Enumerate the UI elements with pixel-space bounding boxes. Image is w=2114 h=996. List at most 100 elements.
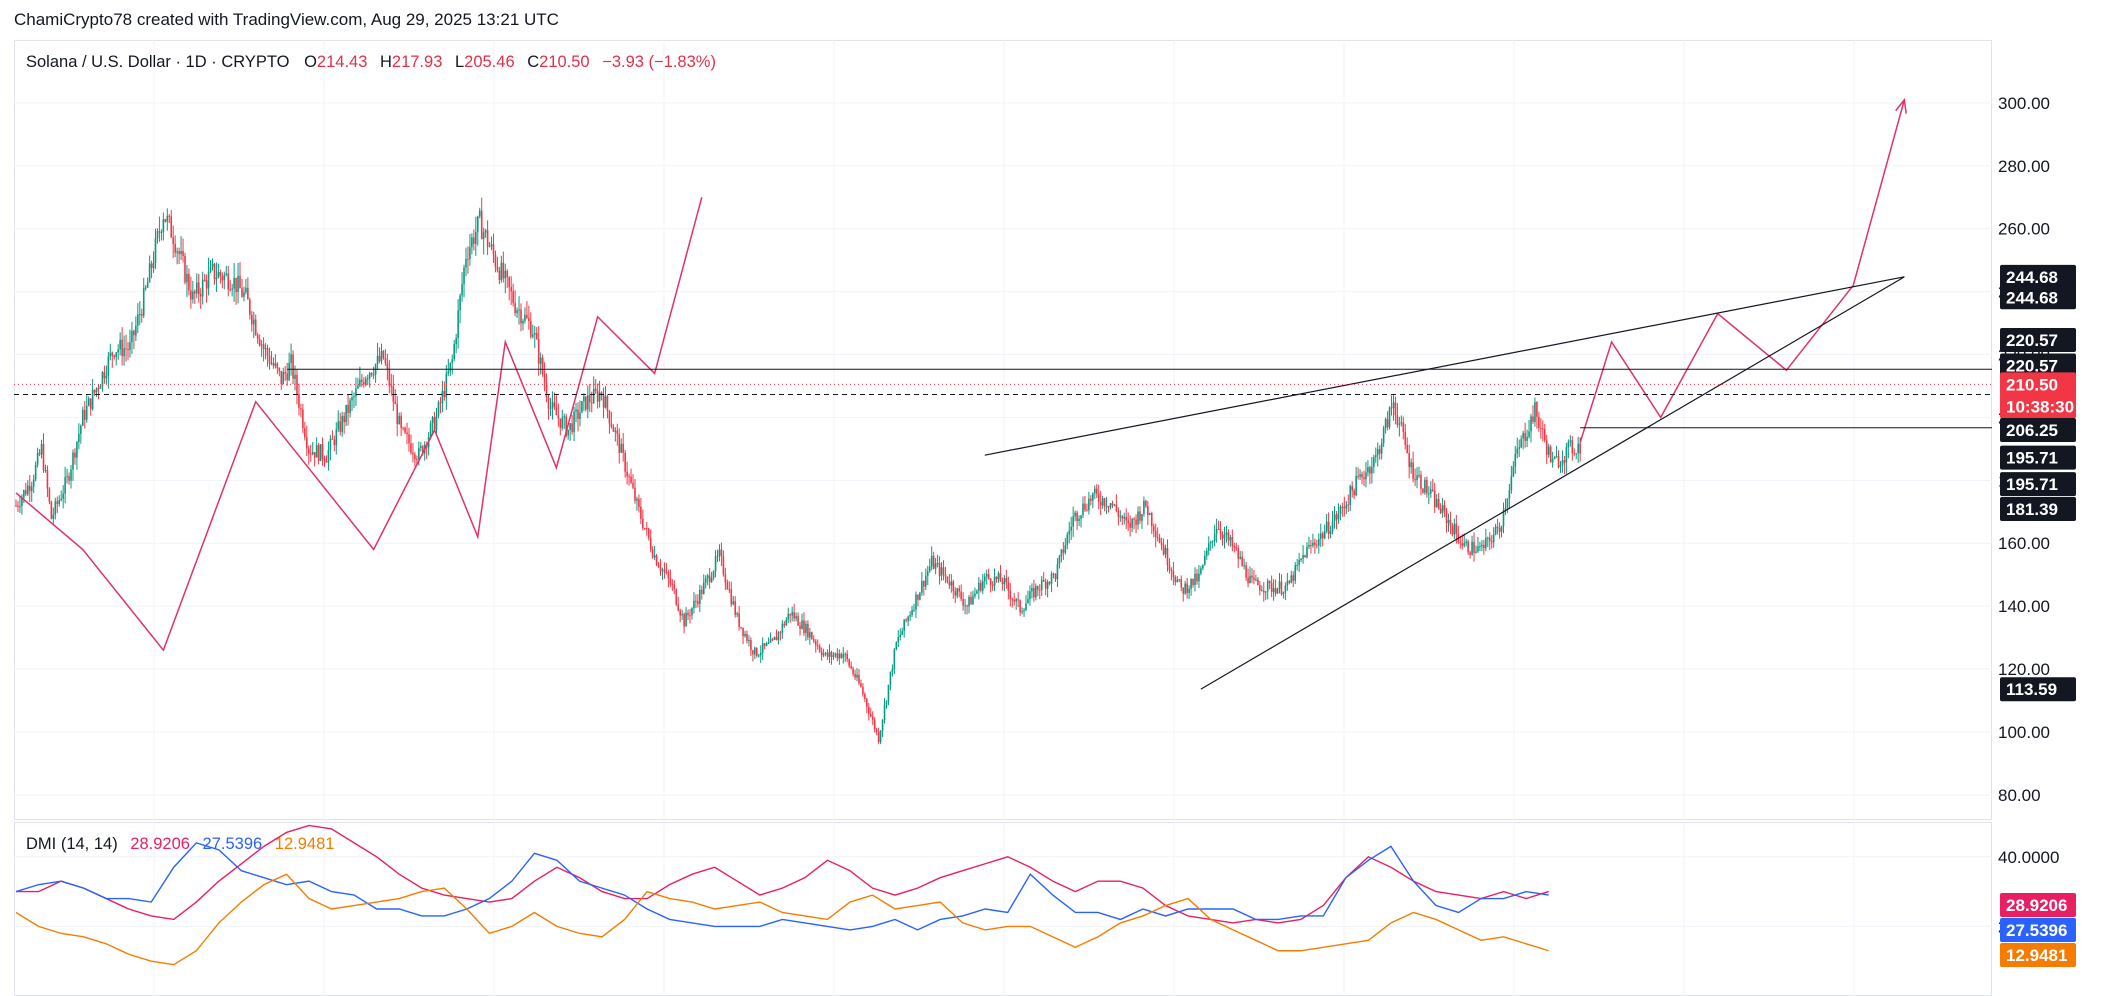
candle-body — [1520, 438, 1522, 448]
candle-body — [1074, 512, 1076, 517]
candle-body — [1031, 588, 1033, 592]
close-label: C — [527, 53, 540, 71]
candle-body — [1253, 577, 1255, 580]
candle-body — [581, 401, 583, 413]
candle-body — [1219, 529, 1222, 535]
candle-body — [816, 645, 819, 647]
candle-body — [868, 706, 870, 715]
candle-body — [991, 584, 994, 586]
candlestick-series — [15, 197, 1581, 745]
candle-body — [166, 215, 169, 222]
candle-body — [797, 616, 799, 626]
candle-body — [724, 574, 727, 583]
candle-body — [1113, 504, 1116, 506]
symbol-legend[interactable]: Solana / U.S. Dollar · 1D · CRYPTO O214.… — [26, 53, 716, 72]
forecast-arrow-head — [1895, 97, 1907, 114]
y-tick-label: 260.00 — [1998, 220, 2050, 239]
candle-body — [492, 244, 495, 255]
candle-body — [178, 251, 180, 255]
candle-body — [1410, 462, 1412, 468]
candle-body — [54, 501, 57, 515]
candle-body — [469, 247, 471, 259]
candle-body — [223, 274, 226, 281]
candle-body — [1396, 415, 1399, 425]
candle-body — [1046, 582, 1049, 589]
gridlines — [14, 40, 1992, 996]
dmi-legend[interactable]: DMI (14, 14) 28.9206 27.5396 12.9481 — [26, 835, 334, 854]
candle-body — [803, 620, 805, 634]
candle-body — [199, 294, 202, 297]
candle-body — [750, 640, 752, 651]
candle-body — [1225, 532, 1228, 535]
candle-body — [46, 469, 49, 489]
candle-body — [932, 555, 935, 569]
candle-body — [129, 342, 131, 350]
candle-body — [891, 669, 894, 672]
candle-body — [1573, 453, 1576, 455]
candle-body — [728, 589, 731, 591]
candle-body — [1386, 419, 1389, 428]
low-value: 205.46 — [464, 53, 515, 71]
candle-body — [1158, 538, 1161, 544]
candle-body — [239, 275, 241, 289]
candle-body — [264, 348, 267, 350]
symbol-name[interactable]: Solana / U.S. Dollar · 1D · CRYPTO — [26, 53, 290, 71]
candle-body — [331, 438, 334, 440]
price-pane[interactable] — [14, 40, 1992, 820]
candle-body — [1402, 422, 1405, 433]
candle-body — [1068, 530, 1071, 535]
candle-body — [1514, 453, 1517, 467]
candle-body — [958, 588, 960, 592]
candle-body — [873, 719, 876, 730]
candle-body — [1319, 533, 1322, 539]
candle-body — [386, 363, 389, 369]
candle-body — [1329, 530, 1332, 535]
candle-body — [1327, 521, 1330, 535]
candle-body — [1119, 516, 1122, 518]
candle-body — [38, 452, 41, 455]
candle-body — [290, 354, 292, 364]
candle-body — [685, 612, 687, 627]
candle-body — [541, 357, 544, 374]
candle-body — [634, 487, 636, 501]
candle-body — [893, 649, 896, 670]
price-tag-label: 195.71 — [2006, 449, 2058, 468]
candle-body — [557, 415, 560, 419]
candle-body — [889, 671, 892, 685]
candle-body — [1325, 521, 1328, 532]
candle-body — [1374, 455, 1377, 458]
candle-body — [1569, 440, 1572, 443]
candle-body — [665, 572, 668, 574]
candle-body — [188, 273, 190, 291]
candle-body — [1475, 551, 1477, 553]
candle-body — [1286, 580, 1289, 586]
candle-body — [1186, 583, 1188, 594]
price-tag — [2000, 285, 2076, 310]
candle-body — [329, 438, 332, 450]
candle-body — [903, 619, 905, 631]
candle-body — [111, 352, 114, 356]
y-tick-label: 140.00 — [1998, 597, 2050, 616]
candle-body — [858, 674, 860, 684]
candle-body — [628, 476, 630, 478]
dmi-label[interactable]: DMI (14, 14) — [26, 835, 118, 853]
candle-body — [1062, 549, 1065, 553]
candle-body — [964, 605, 966, 607]
candle-body — [1439, 508, 1442, 513]
candle-body — [1221, 534, 1224, 539]
candle-body — [1029, 591, 1031, 600]
candle-body — [919, 592, 921, 600]
low-label: L — [454, 53, 465, 71]
candle-body — [1268, 580, 1271, 584]
candle-body — [583, 396, 585, 402]
candle-body — [571, 423, 573, 433]
candle-body — [1223, 534, 1226, 539]
candle-body — [1251, 575, 1253, 578]
candle-body — [1182, 587, 1185, 594]
candle-body — [885, 701, 888, 705]
close-value: 210.50 — [539, 53, 590, 71]
candle-body — [93, 390, 96, 393]
candle-body — [1359, 474, 1361, 477]
candle-body — [384, 358, 387, 364]
